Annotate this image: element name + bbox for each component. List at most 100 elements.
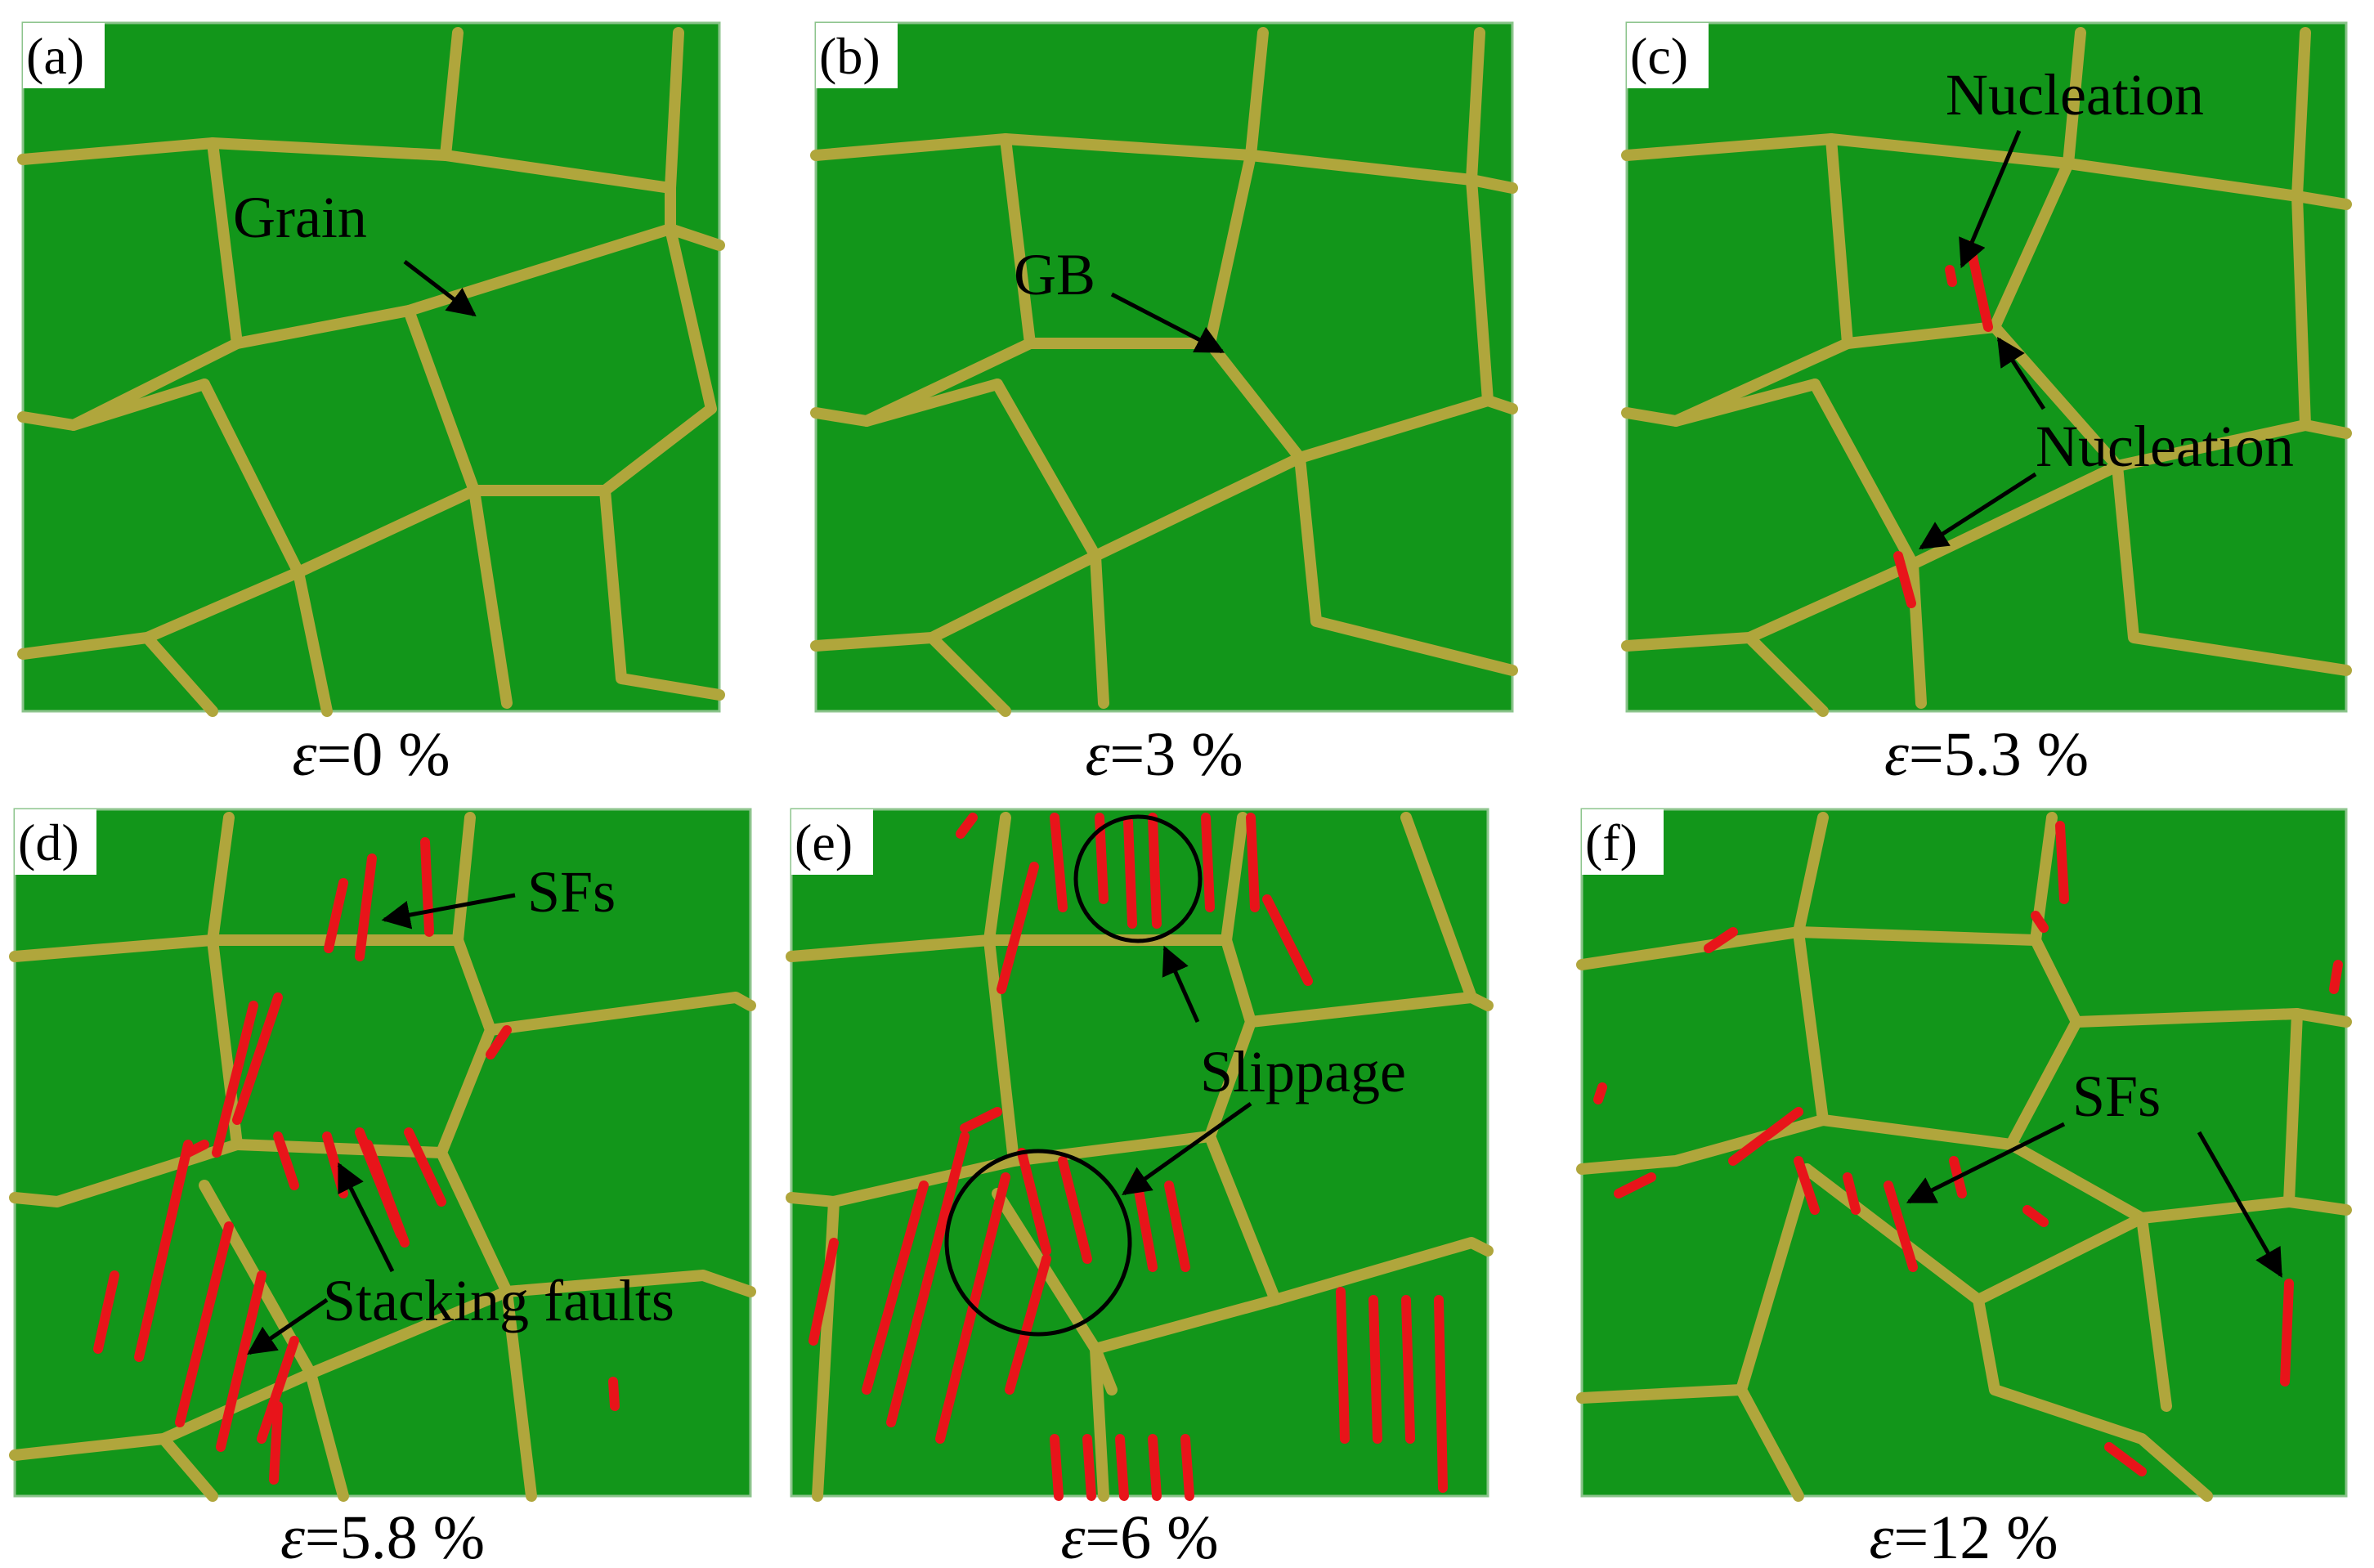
arrow-slippage-bottom — [1122, 1101, 1252, 1196]
stacking-fault — [134, 1140, 193, 1362]
stacking-fault — [1148, 1434, 1162, 1501]
stacking-fault — [1246, 813, 1260, 912]
panel-f-caption: ε=12 % — [1869, 1503, 2058, 1568]
stacking-fault — [1401, 1295, 1415, 1444]
stacking-fault — [2104, 1442, 2147, 1476]
panel-a-grain-boundaries — [17, 27, 725, 717]
stacking-fault — [486, 1025, 512, 1060]
stacking-fault — [1728, 1107, 1803, 1166]
stacking-fault — [2055, 821, 2069, 904]
annotation-sfs-d: SFs — [527, 859, 616, 925]
arrow-grain — [403, 260, 477, 317]
panel-e-label-box — [791, 809, 873, 875]
panel-d-caption: ε=5.8 % — [280, 1503, 485, 1568]
stacking-fault — [886, 1131, 970, 1427]
stacking-fault — [1148, 813, 1162, 929]
panel-d-label: (d) — [18, 813, 79, 871]
panel-f: (f) SFs ε=12 % — [1576, 808, 2352, 1568]
stacking-fault — [1082, 1434, 1096, 1501]
stacking-fault — [257, 1336, 299, 1444]
stacking-fault — [1017, 1148, 1051, 1256]
annotation-nucleation-bottom: Nucleation — [2036, 414, 2294, 479]
stacking-fault — [1050, 813, 1068, 912]
panel-b: (b) GB ε=3 % — [810, 21, 1518, 789]
stacking-fault — [1614, 1172, 1656, 1198]
stacking-fault — [608, 1377, 620, 1411]
panel-b-background — [814, 21, 1514, 713]
stacking-fault — [363, 1140, 410, 1248]
slippage-circle-bottom — [944, 1149, 1132, 1337]
stacking-fault — [2022, 1205, 2049, 1227]
stacking-fault — [997, 862, 1039, 994]
stacking-fault — [1434, 1295, 1448, 1493]
slippage-circle-top — [1073, 814, 1203, 943]
panel-c: (c) Nucleation Nucleation ε=5.3 % — [1621, 21, 2352, 789]
stacking-fault — [1843, 1172, 1861, 1215]
stacking-fault — [324, 878, 348, 953]
annotation-gb: GB — [1014, 242, 1095, 307]
stacking-fault — [212, 1001, 258, 1158]
panel-b-caption: ε=3 % — [1085, 720, 1243, 789]
panel-e: (e) Slippage ε=6 % — [786, 808, 1494, 1568]
panel-f-label: (f) — [1585, 813, 1637, 871]
stacking-fault — [232, 992, 283, 1125]
panel-e-grain-boundaries — [786, 812, 1494, 1502]
stacking-fault — [1893, 551, 1916, 608]
stacking-fault — [956, 813, 978, 839]
panel-c-grain-boundaries — [1621, 27, 2352, 717]
stacking-fault — [1164, 1180, 1190, 1272]
stacking-fault — [175, 1221, 234, 1427]
stacking-fault — [2329, 960, 2343, 994]
panel-b-grain-boundaries — [810, 27, 1518, 717]
panel-e-stacking-faults — [809, 813, 1448, 1501]
arrow-nucleation-low — [1919, 472, 2037, 550]
annotation-slippage: Slippage — [1200, 1039, 1406, 1104]
stacking-fault — [960, 1107, 1002, 1133]
stacking-fault — [1593, 1082, 1607, 1104]
arrow-nucleation-top — [1959, 130, 2022, 269]
arrow-slippage-top — [1162, 945, 1200, 1024]
stacking-fault — [1262, 894, 1313, 986]
arrow-stacking-faults-up — [337, 1162, 395, 1273]
panel-d: (d) SFs Stacking faults ε=5.8 % — [9, 808, 756, 1568]
arrow-stacking-faults-left — [247, 1297, 329, 1355]
stacking-fault — [1005, 1254, 1051, 1395]
panel-f-label-box — [1582, 809, 1664, 875]
arrow-nucleation-mid — [1996, 337, 2046, 410]
panel-e-caption: ε=6 % — [1060, 1503, 1218, 1568]
panel-a-label-box — [23, 23, 105, 88]
panel-f-stacking-faults — [1593, 821, 2343, 1476]
arrow-sfs-f-left — [1906, 1122, 2066, 1204]
panel-a: (a) Grain ε=0 % — [17, 21, 725, 789]
stacking-fault — [269, 1401, 283, 1485]
stacking-fault — [1180, 1434, 1194, 1501]
annotation-grain: Grain — [233, 185, 367, 250]
stacking-fault — [809, 1238, 839, 1346]
panel-f-grain-boundaries — [1576, 812, 2352, 1502]
stacking-fault — [273, 1131, 299, 1190]
stacking-fault — [1201, 813, 1215, 912]
annotation-nucleation-top: Nucleation — [1946, 62, 2204, 128]
stacking-fault — [355, 853, 377, 961]
panel-c-label-box — [1627, 23, 1709, 88]
stacking-fault — [93, 1270, 119, 1354]
stacking-fault — [1050, 1434, 1064, 1501]
stacking-fault — [1336, 1287, 1350, 1444]
panel-b-label-box — [816, 23, 898, 88]
annotation-sfs-f: SFs — [2072, 1064, 2161, 1129]
stacking-fault — [420, 837, 434, 937]
stacking-fault — [2031, 911, 2049, 933]
panel-a-caption: ε=0 % — [292, 720, 450, 789]
panel-c-caption: ε=5.3 % — [1884, 720, 2089, 789]
stacking-fault — [216, 1270, 267, 1452]
panel-a-label: (a) — [26, 27, 84, 85]
annotation-stacking-faults: Stacking faults — [323, 1268, 674, 1333]
stacking-fault — [862, 1180, 929, 1395]
stacking-fault — [1058, 1156, 1092, 1264]
stacking-fault — [1945, 265, 1957, 287]
stacking-fault — [183, 1140, 209, 1158]
stacking-fault — [1704, 927, 1738, 953]
arrow-sfs-d — [381, 893, 516, 930]
panel-e-label: (e) — [795, 813, 853, 871]
